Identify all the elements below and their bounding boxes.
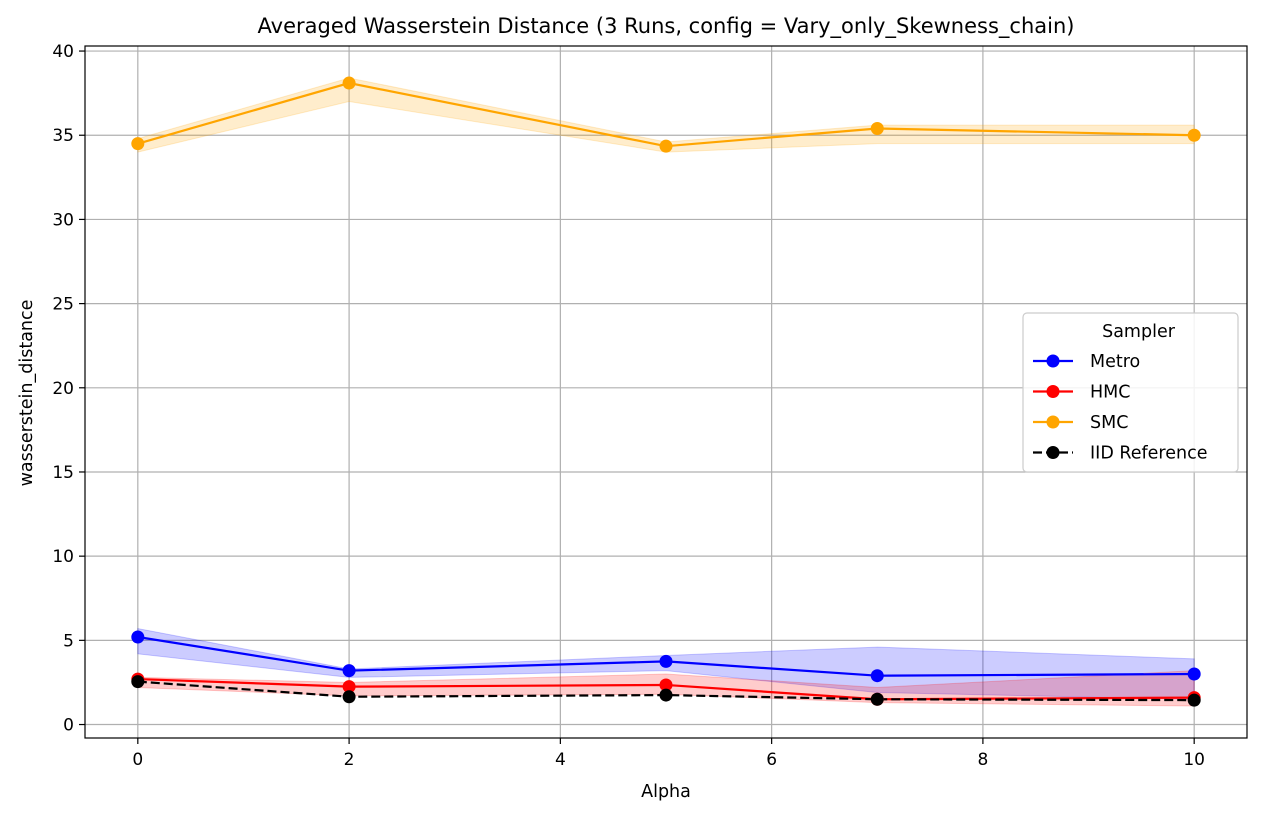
smc-band	[137, 77, 1195, 153]
metro-point	[131, 630, 145, 644]
legend-iid-reference-marker	[1046, 446, 1060, 459]
y-tick-label: 10	[52, 547, 74, 567]
x-axis-label: Alpha	[641, 782, 691, 802]
metro-point	[870, 669, 884, 683]
y-tick-label: 25	[52, 295, 74, 315]
legend-hmc-label: HMC	[1090, 383, 1130, 403]
legend-metro-label: Metro	[1090, 352, 1140, 372]
y-tick-label: 15	[52, 463, 74, 483]
x-axis-ticks: 0 2 4 6 8 10	[132, 738, 1205, 770]
iid-reference-point	[870, 692, 884, 706]
hmc-point	[659, 678, 673, 692]
smc-point	[659, 139, 673, 153]
legend-iid-reference-label: IID Reference	[1090, 444, 1207, 464]
y-tick-label: 20	[52, 379, 74, 399]
y-tick-label: 35	[52, 126, 74, 146]
x-tick-label: 0	[132, 750, 143, 770]
plot-frame	[84, 45, 1248, 739]
x-tick-label: 4	[555, 750, 566, 770]
iid-reference-point	[131, 675, 145, 689]
legend-metro-marker	[1046, 354, 1060, 368]
iid-reference-point	[659, 688, 673, 702]
x-tick-label: 10	[1183, 750, 1205, 770]
smc-point	[870, 122, 884, 136]
legend-box	[1022, 312, 1239, 473]
legend-smc-marker	[1046, 415, 1060, 429]
smc-point	[131, 137, 145, 151]
y-axis-ticks: 0 5 10 15 20 25 30 35 40	[52, 42, 85, 736]
legend-hmc-marker	[1046, 385, 1060, 398]
metro-point	[342, 664, 356, 678]
y-tick-label: 0	[63, 716, 74, 736]
iid-reference-point	[1187, 693, 1201, 707]
y-axis-label: wasserstein_distance	[17, 300, 37, 487]
smc-point	[1187, 128, 1201, 142]
metro-point	[1187, 667, 1201, 681]
x-tick-label: 6	[766, 750, 777, 770]
hmc-point	[342, 680, 356, 694]
iid-reference-point	[342, 690, 356, 704]
y-tick-label: 5	[63, 631, 74, 651]
chart-title: Averaged Wasserstein Distance (3 Runs, c…	[258, 14, 1075, 39]
x-tick-label: 8	[977, 750, 988, 770]
y-tick-label: 30	[52, 210, 74, 230]
y-tick-label: 40	[52, 42, 74, 62]
legend-smc-label: SMC	[1090, 413, 1128, 433]
legend: Sampler Metro HMC SMC IID Reference	[1022, 312, 1239, 473]
smc-point	[342, 76, 356, 90]
metro-point	[659, 654, 673, 668]
x-tick-label: 2	[344, 750, 355, 770]
legend-title: Sampler	[1102, 322, 1176, 342]
series-markers	[131, 76, 1201, 707]
